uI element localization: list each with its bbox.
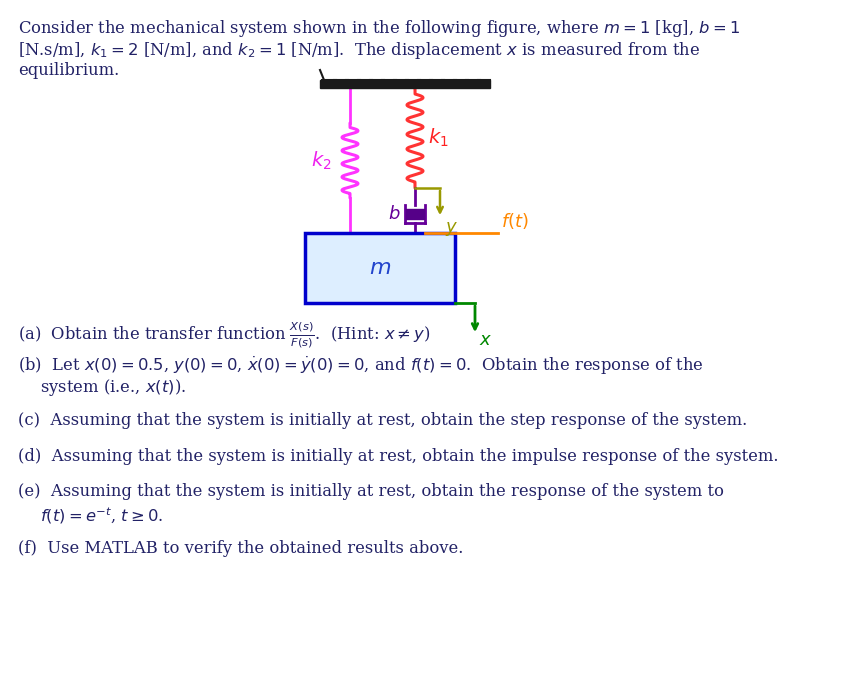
Bar [305, 233, 455, 303]
Text: $m$: $m$ [369, 258, 391, 278]
Text: equilibrium.: equilibrium. [18, 62, 120, 79]
Text: (b)  Let $x(0) = 0.5$, $y(0) = 0$, $\dot{x}(0) = \dot{y}(0) = 0$, and $f(t) = 0$: (b) Let $x(0) = 0.5$, $y(0) = 0$, $\dot{… [18, 355, 704, 377]
Text: (d)  Assuming that the system is initially at rest, obtain the impulse response : (d) Assuming that the system is initiall… [18, 447, 779, 464]
Text: $f(t) = e^{-t}$, $t \geq 0$.: $f(t) = e^{-t}$, $t \geq 0$. [40, 505, 163, 525]
Text: $k_1$: $k_1$ [428, 127, 449, 149]
Text: $k_2$: $k_2$ [312, 149, 332, 172]
Text: $y$: $y$ [445, 220, 458, 238]
Text: (a)  Obtain the transfer function $\frac{X(s)}{F(s)}$.  (Hint: $x \neq y$): (a) Obtain the transfer function $\frac{… [18, 320, 430, 349]
Bar [320, 80, 490, 88]
Text: Consider the mechanical system shown in the following figure, where $m = 1$ [kg]: Consider the mechanical system shown in … [18, 18, 740, 39]
Text: (e)  Assuming that the system is initially at rest, obtain the response of the s: (e) Assuming that the system is initiall… [18, 483, 724, 500]
Text: [N.s/m], $k_1 = 2$ [N/m], and $k_2 = 1$ [N/m].  The displacement $x$ is measured: [N.s/m], $k_1 = 2$ [N/m], and $k_2 = 1$ … [18, 40, 701, 61]
Text: (c)  Assuming that the system is initially at rest, obtain the step response of : (c) Assuming that the system is initiall… [18, 412, 747, 429]
Text: system (i.e., $x(t)$).: system (i.e., $x(t)$). [40, 377, 186, 398]
Text: $b$: $b$ [388, 205, 401, 223]
Bar [406, 209, 424, 219]
Text: $x$: $x$ [479, 331, 493, 349]
Text: (f)  Use MATLAB to verify the obtained results above.: (f) Use MATLAB to verify the obtained re… [18, 540, 463, 557]
Text: $f(t)$: $f(t)$ [501, 211, 529, 231]
